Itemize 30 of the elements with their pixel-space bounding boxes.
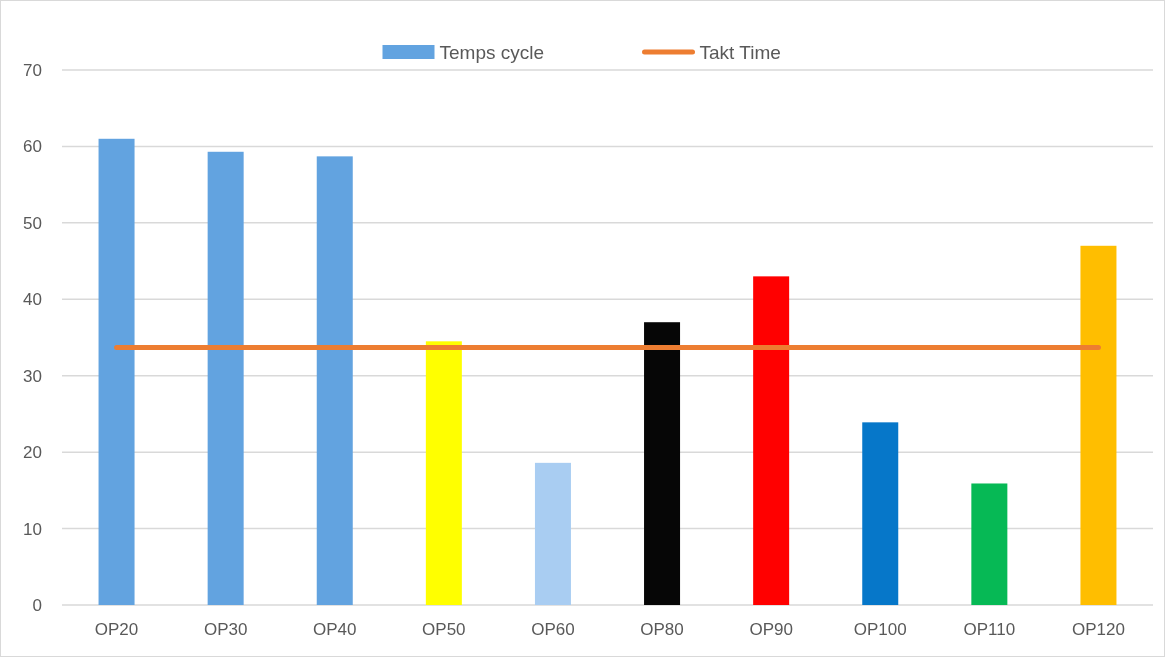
- x-tick-label: OP80: [640, 620, 684, 639]
- bar: [753, 276, 790, 605]
- legend-label: Temps cycle: [439, 41, 545, 63]
- y-tick-label: 30: [23, 366, 42, 386]
- y-tick-label: 70: [23, 60, 42, 80]
- bar: [98, 138, 135, 605]
- x-tick-label: OP100: [853, 620, 907, 639]
- y-tick-label: 60: [23, 137, 42, 157]
- bar: [862, 422, 899, 605]
- x-tick-label: OP30: [203, 620, 248, 639]
- x-tick-label: OP20: [94, 620, 139, 639]
- bar: [1080, 245, 1117, 605]
- x-tick-label: OP50: [422, 620, 466, 639]
- y-tick-label: 10: [23, 519, 42, 539]
- x-tick-label: OP120: [1071, 620, 1125, 639]
- x-tick-label: OP40: [313, 620, 357, 639]
- bar: [644, 322, 681, 605]
- x-tick-label: OP90: [749, 620, 793, 639]
- bar: [207, 151, 244, 605]
- y-tick-label: 0: [32, 595, 42, 615]
- legend-label: Takt Time: [699, 41, 781, 63]
- bar: [316, 156, 353, 605]
- bar: [971, 483, 1008, 605]
- bar: [425, 341, 462, 605]
- bar: [534, 462, 571, 605]
- y-tick-label: 40: [23, 290, 42, 310]
- x-tick-label: OP60: [531, 620, 575, 639]
- x-tick-label: OP110: [963, 620, 1016, 639]
- y-tick-label: 50: [23, 213, 42, 233]
- y-tick-label: 20: [23, 443, 42, 463]
